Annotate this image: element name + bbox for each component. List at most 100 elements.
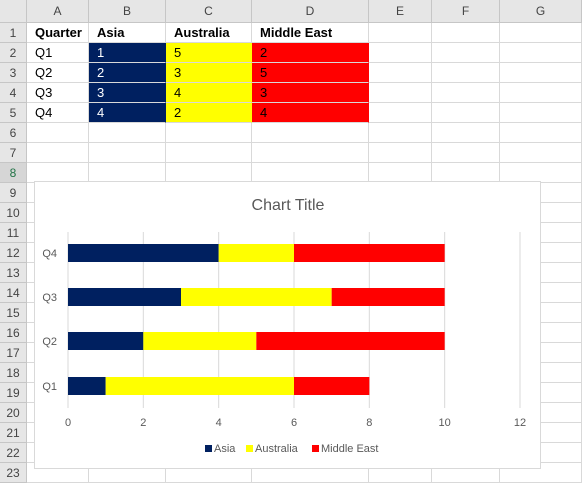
cell-a1[interactable]: Quarter	[27, 23, 89, 43]
cell-g8[interactable]	[500, 163, 582, 183]
cell-d7[interactable]	[252, 143, 369, 163]
cell-f2[interactable]	[432, 43, 500, 63]
cell-g4[interactable]	[500, 83, 582, 103]
row-header-7[interactable]: 7	[0, 143, 27, 163]
cell-c5[interactable]: 2	[166, 103, 252, 123]
cell-c2[interactable]: 5	[166, 43, 252, 63]
row-header-8[interactable]: 8	[0, 163, 27, 183]
column-header-g[interactable]: G	[500, 0, 582, 23]
row-header-17[interactable]: 17	[0, 343, 27, 363]
stacked-bar-chart[interactable]: Chart Title 0 2 4 6 8 10 12 Q1 Q2 Q3 Q4 Asia Australi…	[34, 181, 541, 469]
cell-b5[interactable]: 4	[89, 103, 166, 123]
cell-f4[interactable]	[432, 83, 500, 103]
x-tick-label-4: 4	[216, 417, 222, 429]
cell-e7[interactable]	[369, 143, 432, 163]
cell-f7[interactable]	[432, 143, 500, 163]
cell-d4[interactable]: 3	[252, 83, 369, 103]
cell-d2[interactable]: 2	[252, 43, 369, 63]
row-header-21[interactable]: 21	[0, 423, 27, 443]
column-header-b[interactable]: B	[89, 0, 166, 23]
cell-f3[interactable]	[432, 63, 500, 83]
cell-g5[interactable]	[500, 103, 582, 123]
column-header-c[interactable]: C	[166, 0, 252, 23]
cell-c4[interactable]: 4	[166, 83, 252, 103]
cell-e3[interactable]	[369, 63, 432, 83]
cell-g6[interactable]	[500, 123, 582, 143]
cell-b7[interactable]	[89, 143, 166, 163]
cell-e5[interactable]	[369, 103, 432, 123]
row-header-9[interactable]: 9	[0, 183, 27, 203]
cell-e8[interactable]	[369, 163, 432, 183]
cell-g7[interactable]	[500, 143, 582, 163]
cell-e23[interactable]	[369, 463, 432, 483]
row-header-14[interactable]: 14	[0, 283, 27, 303]
cell-c6[interactable]	[166, 123, 252, 143]
bar-middle-east-q4	[294, 244, 445, 262]
cell-a5[interactable]: Q4	[27, 103, 89, 123]
cell-b2[interactable]: 1	[89, 43, 166, 63]
cell-a2[interactable]: Q1	[27, 43, 89, 63]
x-tick-label-12: 12	[514, 417, 526, 429]
row-header-6[interactable]: 6	[0, 123, 27, 143]
row-header-10[interactable]: 10	[0, 203, 27, 223]
cell-f1[interactable]	[432, 23, 500, 43]
cell-d5[interactable]: 4	[252, 103, 369, 123]
cell-a4[interactable]: Q3	[27, 83, 89, 103]
cell-b23[interactable]	[89, 463, 166, 483]
cell-f6[interactable]	[432, 123, 500, 143]
row-header-11[interactable]: 11	[0, 223, 27, 243]
column-header-d[interactable]: D	[252, 0, 369, 23]
cell-c1[interactable]: Australia	[166, 23, 252, 43]
cell-b6[interactable]	[89, 123, 166, 143]
column-header-a[interactable]: A	[27, 0, 89, 23]
cell-e4[interactable]	[369, 83, 432, 103]
row-header-23[interactable]: 23	[0, 463, 27, 483]
y-category-label-q3: Q3	[42, 292, 57, 304]
cell-a7[interactable]	[27, 143, 89, 163]
cell-d8[interactable]	[252, 163, 369, 183]
cell-f23[interactable]	[432, 463, 500, 483]
column-header-e[interactable]: E	[369, 0, 432, 23]
cell-c23[interactable]	[166, 463, 252, 483]
row-header-15[interactable]: 15	[0, 303, 27, 323]
cell-c8[interactable]	[166, 163, 252, 183]
row-header-12[interactable]: 12	[0, 243, 27, 263]
cell-e1[interactable]	[369, 23, 432, 43]
cell-b4[interactable]: 3	[89, 83, 166, 103]
cell-b8[interactable]	[89, 163, 166, 183]
cell-d3[interactable]: 5	[252, 63, 369, 83]
legend-label-middle-east: Middle East	[321, 443, 378, 455]
row-header-2[interactable]: 2	[0, 43, 27, 63]
cell-f5[interactable]	[432, 103, 500, 123]
row-header-4[interactable]: 4	[0, 83, 27, 103]
select-all-corner[interactable]	[0, 0, 27, 23]
cell-g1[interactable]	[500, 23, 582, 43]
cell-d6[interactable]	[252, 123, 369, 143]
column-header-f[interactable]: F	[432, 0, 500, 23]
cell-b3[interactable]: 2	[89, 63, 166, 83]
cell-e6[interactable]	[369, 123, 432, 143]
cell-c3[interactable]: 3	[166, 63, 252, 83]
row-header-18[interactable]: 18	[0, 363, 27, 383]
row-header-3[interactable]: 3	[0, 63, 27, 83]
cell-d23[interactable]	[252, 463, 369, 483]
row-header-5[interactable]: 5	[0, 103, 27, 123]
cell-a8[interactable]	[27, 163, 89, 183]
cell-c7[interactable]	[166, 143, 252, 163]
cell-a23[interactable]	[27, 463, 89, 483]
row-header-1[interactable]: 1	[0, 23, 27, 43]
x-tick-label-6: 6	[291, 417, 297, 429]
cell-g3[interactable]	[500, 63, 582, 83]
row-header-20[interactable]: 20	[0, 403, 27, 423]
cell-g2[interactable]	[500, 43, 582, 63]
cell-f8[interactable]	[432, 163, 500, 183]
cell-e2[interactable]	[369, 43, 432, 63]
cell-b1[interactable]: Asia	[89, 23, 166, 43]
row-header-13[interactable]: 13	[0, 263, 27, 283]
row-header-19[interactable]: 19	[0, 383, 27, 403]
cell-d1[interactable]: Middle East	[252, 23, 369, 43]
row-header-22[interactable]: 22	[0, 443, 27, 463]
cell-a3[interactable]: Q2	[27, 63, 89, 83]
row-header-16[interactable]: 16	[0, 323, 27, 343]
cell-a6[interactable]	[27, 123, 89, 143]
